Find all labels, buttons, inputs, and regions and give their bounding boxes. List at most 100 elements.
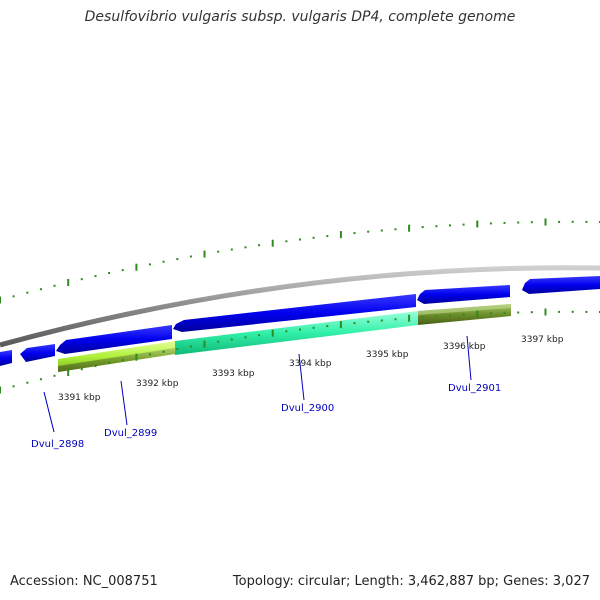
scale-tick-dot bbox=[489, 312, 492, 315]
kbp-label: 3393 kbp bbox=[212, 369, 255, 379]
scale-tick-dot bbox=[380, 319, 383, 322]
scale-tick-dot bbox=[489, 222, 492, 225]
scale-tick-major bbox=[0, 296, 1, 304]
scale-tick-dot bbox=[39, 378, 42, 381]
scale-tick-dot bbox=[462, 223, 465, 226]
gene-label-dvul-2900[interactable]: Dvul_2900 bbox=[281, 403, 334, 414]
scale-tick-dot bbox=[149, 353, 151, 356]
scale-tick-dot bbox=[217, 340, 220, 343]
scale-tick-dot bbox=[394, 318, 397, 321]
scale-tick-dot bbox=[530, 221, 533, 224]
scale-tick-dot bbox=[299, 328, 301, 331]
scale-tick-dot bbox=[353, 322, 356, 325]
scale-tick-major bbox=[339, 231, 342, 239]
cds-arrow[interactable] bbox=[522, 276, 600, 294]
scale-tick-dot bbox=[503, 311, 506, 314]
cds-arrow[interactable] bbox=[0, 350, 12, 366]
scale-tick-dot bbox=[12, 385, 15, 388]
scale-tick-dot bbox=[39, 288, 42, 291]
scale-tick-major bbox=[135, 263, 138, 271]
genome-summary-text: Topology: circular; Length: 3,462,887 bp… bbox=[232, 574, 590, 589]
inner-scale-ring bbox=[0, 308, 600, 394]
scale-tick-dot bbox=[176, 348, 179, 351]
scale-tick-dot bbox=[449, 314, 451, 317]
scale-tick-dot bbox=[258, 334, 261, 337]
gene-block-dvul-2901-highlight bbox=[418, 304, 511, 315]
scale-tick-dot bbox=[312, 236, 315, 239]
scale-tick-major bbox=[476, 220, 479, 228]
scale-tick-major bbox=[408, 224, 411, 232]
gene-label-dvul-2899[interactable]: Dvul_2899 bbox=[104, 428, 157, 439]
scale-tick-dot bbox=[12, 295, 15, 298]
kbp-label: 3397 kbp bbox=[521, 335, 564, 345]
scale-tick-dot bbox=[299, 238, 301, 241]
scale-tick-dot bbox=[244, 336, 247, 339]
scale-tick-dot bbox=[367, 320, 370, 323]
gene-labels: Dvul_2898 Dvul_2899 Dvul_2900 Dvul_2901 bbox=[31, 383, 501, 450]
scale-tick-dot bbox=[421, 226, 424, 229]
scale-tick-dot bbox=[162, 350, 165, 353]
scale-tick-dot bbox=[244, 246, 247, 249]
cds-arrow[interactable] bbox=[417, 285, 510, 304]
scale-tick-dot bbox=[230, 248, 233, 251]
scale-tick-dot bbox=[285, 240, 288, 243]
scale-tick-dot bbox=[162, 260, 165, 263]
kbp-labels: 3391 kbp 3392 kbp 3393 kbp 3394 kbp 3395… bbox=[58, 335, 564, 403]
scale-tick-dot bbox=[94, 365, 97, 368]
gene-label-dvul-2901[interactable]: Dvul_2901 bbox=[448, 383, 501, 394]
scale-tick-major bbox=[271, 239, 274, 247]
scale-tick-dot bbox=[585, 310, 588, 313]
scale-tick-dot bbox=[517, 221, 520, 224]
callout-line bbox=[466, 335, 472, 381]
callout-line bbox=[120, 380, 128, 426]
scale-tick-dot bbox=[435, 315, 438, 318]
scale-tick-dot bbox=[380, 229, 383, 232]
scale-tick-major bbox=[408, 314, 411, 322]
scale-tick-dot bbox=[462, 313, 465, 316]
scale-tick-dot bbox=[530, 311, 533, 314]
cds-arrow[interactable] bbox=[173, 294, 416, 332]
scale-tick-dot bbox=[217, 250, 220, 253]
scale-tick-dot bbox=[312, 326, 315, 329]
scale-tick-dot bbox=[189, 255, 192, 258]
callout-line bbox=[298, 353, 305, 401]
scale-tick-major bbox=[203, 340, 206, 348]
scale-tick-major bbox=[67, 369, 70, 376]
scale-tick-major bbox=[271, 329, 274, 337]
scale-tick-dot bbox=[353, 232, 356, 235]
scale-tick-major bbox=[476, 310, 479, 318]
scale-tick-major bbox=[135, 353, 138, 361]
scale-tick-dot bbox=[80, 368, 83, 371]
kbp-label: 3392 kbp bbox=[136, 379, 179, 389]
kbp-label: 3396 kbp bbox=[443, 342, 486, 352]
scale-tick-dot bbox=[421, 316, 424, 319]
scale-tick-major bbox=[339, 321, 342, 329]
scale-tick-dot bbox=[367, 230, 370, 233]
scale-tick-dot bbox=[176, 258, 179, 261]
outer-scale-ring bbox=[0, 218, 600, 304]
scale-tick-dot bbox=[503, 221, 506, 224]
scale-tick-dot bbox=[435, 225, 438, 228]
scale-tick-major bbox=[67, 279, 70, 286]
scale-tick-dot bbox=[53, 284, 56, 287]
scale-tick-dot bbox=[585, 220, 588, 223]
gene-label-dvul-2898[interactable]: Dvul_2898 bbox=[31, 439, 84, 450]
scale-tick-dot bbox=[189, 345, 192, 348]
scale-tick-major bbox=[544, 308, 547, 316]
scale-tick-dot bbox=[94, 275, 97, 278]
cds-arrow[interactable] bbox=[20, 344, 55, 362]
gene-block-dvul-2900[interactable] bbox=[175, 311, 418, 355]
kbp-label: 3391 kbp bbox=[58, 393, 101, 403]
scale-tick-dot bbox=[558, 310, 561, 313]
scale-tick-major bbox=[0, 386, 1, 394]
genome-backbone bbox=[0, 265, 600, 348]
scale-tick-dot bbox=[571, 310, 574, 313]
scale-tick-dot bbox=[558, 220, 561, 223]
scale-tick-dot bbox=[108, 362, 111, 364]
accession-text: Accession: NC_008751 bbox=[10, 574, 158, 589]
scale-tick-dot bbox=[258, 244, 261, 247]
scale-tick-dot bbox=[80, 278, 83, 281]
callout-line bbox=[43, 391, 55, 433]
cds-arrow[interactable] bbox=[56, 325, 172, 354]
